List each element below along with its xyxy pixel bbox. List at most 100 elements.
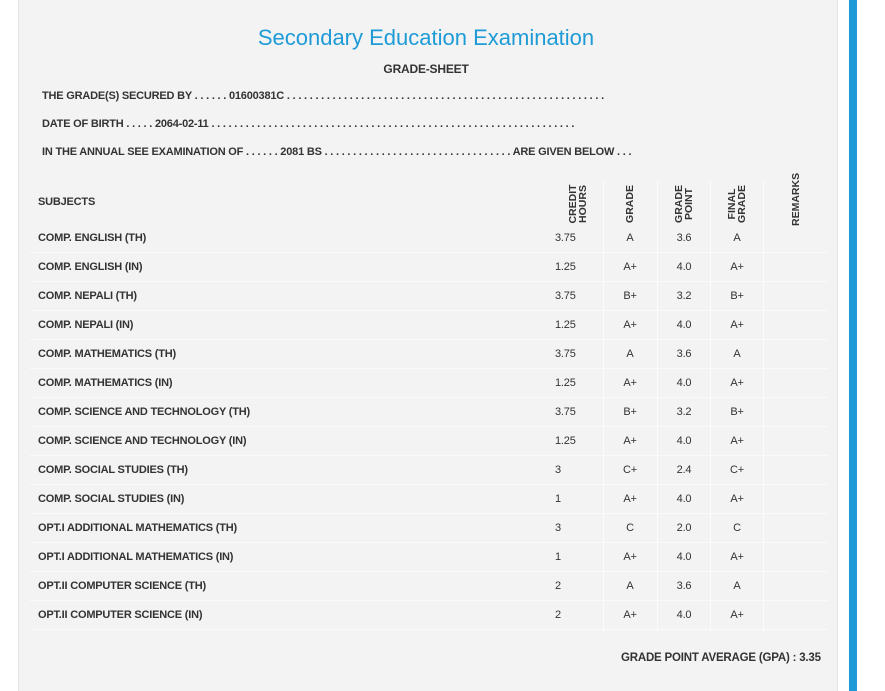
grade-cell: A+ — [730, 261, 744, 273]
credit-cell: 1.25 — [555, 377, 576, 389]
subject-cell: COMP. NEPALI (IN) — [38, 319, 134, 331]
header-cell: SUBJECTS — [38, 196, 96, 208]
credit-cell: 1.25 — [555, 319, 576, 331]
subject-cell: COMP. SCIENCE AND TECHNOLOGY (TH) — [38, 406, 250, 418]
title: Secondary Education Examination — [257, 25, 595, 50]
panel — [18, 0, 838, 691]
grade-cell: C+ — [623, 464, 637, 476]
grade-cell: A+ — [623, 493, 637, 505]
table-row — [30, 369, 828, 398]
grade-cell: 3.6 — [676, 580, 692, 592]
gpa: GRADE POINT AVERAGE (GPA) : 3.35 — [621, 652, 821, 664]
subject-cell: OPT.II COMPUTER SCIENCE (TH) — [38, 580, 206, 592]
grade-cell: C+ — [730, 464, 744, 476]
grade-cell: A+ — [730, 435, 744, 447]
grade-cell: 4.0 — [676, 493, 692, 505]
grade-cell: 4.0 — [676, 551, 692, 563]
credit-cell: 3.75 — [555, 232, 576, 244]
subject-cell: COMP. SOCIAL STUDIES (TH) — [38, 464, 188, 476]
grade-cell: A — [733, 348, 741, 360]
header-cell: CREDIT HOURS — [567, 184, 589, 224]
credit-cell: 1.25 — [555, 261, 576, 273]
grade-cell: A — [626, 348, 634, 360]
grade-cell: 4.0 — [676, 435, 692, 447]
credit-cell: 3 — [555, 522, 561, 534]
grade-cell: A+ — [623, 609, 637, 621]
column-line — [763, 180, 764, 631]
subject-cell: COMP. NEPALI (TH) — [38, 290, 137, 302]
grade-cell: A+ — [623, 319, 637, 331]
grade-cell: 4.0 — [676, 319, 692, 331]
table-row — [30, 224, 828, 253]
header-cell: GRADE — [624, 185, 636, 223]
table-row — [30, 282, 828, 311]
column-line — [603, 180, 604, 631]
grade-cell: A — [626, 232, 634, 244]
subject-cell: COMP. ENGLISH (TH) — [38, 232, 147, 244]
grade-cell: A+ — [730, 609, 744, 621]
grade-cell: C — [626, 522, 634, 534]
column-line — [710, 180, 711, 631]
credit-cell: 3.75 — [555, 290, 576, 302]
table-row — [30, 601, 828, 630]
table-row — [30, 543, 828, 572]
credit-cell: 1 — [555, 551, 561, 563]
grade-cell: 2.0 — [676, 522, 692, 534]
grade-cell: B+ — [730, 406, 744, 418]
grade-cell: 4.0 — [676, 261, 692, 273]
info-line: THE GRADE(S) SECURED BY . . . . . . 0160… — [42, 90, 604, 102]
grade-cell: C — [733, 522, 741, 534]
credit-cell: 1 — [555, 493, 561, 505]
header-cell: REMARKS — [790, 172, 802, 226]
table-row — [30, 514, 828, 543]
column-line — [657, 180, 658, 631]
subject-cell: COMP. ENGLISH (IN) — [38, 261, 143, 273]
grade-cell: 3.2 — [676, 290, 692, 302]
grade-cell: A+ — [730, 493, 744, 505]
subtitle: GRADE-SHEET — [383, 62, 469, 76]
credit-cell: 2 — [555, 609, 561, 621]
table-row — [30, 485, 828, 514]
grade-cell: A+ — [730, 377, 744, 389]
scroll-accent — [849, 0, 857, 691]
grade-cell: 4.0 — [676, 377, 692, 389]
grade-cell: 3.6 — [676, 232, 692, 244]
grade-cell: 3.2 — [676, 406, 692, 418]
info-line: DATE OF BIRTH . . . . . 2064-02-11 . . .… — [42, 118, 575, 130]
grade-cell: A+ — [623, 261, 637, 273]
subject-cell: OPT.I ADDITIONAL MATHEMATICS (TH) — [38, 522, 237, 534]
grade-cell: B+ — [730, 290, 744, 302]
grade-cell: A — [733, 580, 741, 592]
table-row — [30, 572, 828, 601]
subject-cell: COMP. MATHEMATICS (TH) — [38, 348, 176, 360]
grade-cell: 4.0 — [676, 609, 692, 621]
table-row — [30, 311, 828, 340]
table-row — [30, 398, 828, 427]
grade-cell: A+ — [730, 319, 744, 331]
subject-cell: COMP. MATHEMATICS (IN) — [38, 377, 173, 389]
subject-cell: COMP. SCIENCE AND TECHNOLOGY (IN) — [38, 435, 247, 447]
subject-cell: OPT.II COMPUTER SCIENCE (IN) — [38, 609, 203, 621]
subject-cell: OPT.I ADDITIONAL MATHEMATICS (IN) — [38, 551, 234, 563]
grade-cell: B+ — [623, 290, 637, 302]
credit-cell: 3 — [555, 464, 561, 476]
table-row — [30, 253, 828, 282]
grade-cell: 2.4 — [676, 464, 692, 476]
grade-cell: A — [733, 232, 741, 244]
grade-cell: B+ — [623, 406, 637, 418]
credit-cell: 3.75 — [555, 406, 576, 418]
grade-cell: A+ — [730, 551, 744, 563]
header-cell: GRADE POINT — [673, 185, 695, 223]
info-line: IN THE ANNUAL SEE EXAMINATION OF . . . .… — [42, 146, 632, 158]
subject-cell: COMP. SOCIAL STUDIES (IN) — [38, 493, 185, 505]
grade-cell: A — [626, 580, 634, 592]
credit-cell: 3.75 — [555, 348, 576, 360]
credit-cell: 1.25 — [555, 435, 576, 447]
table-row — [30, 427, 828, 456]
grade-cell: A+ — [623, 435, 637, 447]
credit-cell: 2 — [555, 580, 561, 592]
grade-cell: 3.6 — [676, 348, 692, 360]
grade-cell: A+ — [623, 551, 637, 563]
table-row — [30, 340, 828, 369]
